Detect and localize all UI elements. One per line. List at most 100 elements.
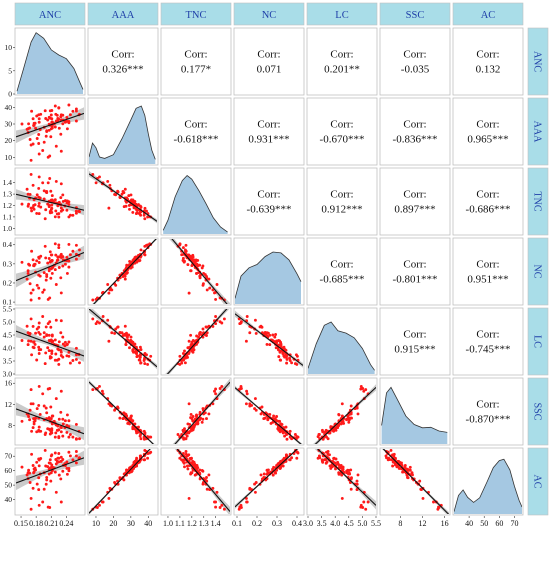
scatter-point	[265, 342, 269, 346]
scatter-point	[254, 408, 258, 412]
scatter-point	[59, 350, 63, 354]
scatter-point	[214, 387, 218, 391]
panel-ac-nc	[233, 447, 305, 516]
scatter-point	[65, 271, 69, 275]
scatter-point	[139, 248, 143, 252]
scatter-point	[37, 261, 41, 264]
scatter-point	[74, 257, 78, 261]
scatter-point	[41, 315, 45, 318]
scatter-point	[67, 419, 71, 423]
scatter-point	[37, 345, 41, 349]
scatter-point	[44, 117, 48, 120]
scatter-point	[29, 298, 33, 302]
scatter-point	[74, 461, 78, 465]
scatter-point	[98, 321, 101, 325]
scatter-point	[127, 194, 131, 198]
scatter-point	[122, 205, 126, 209]
scatter-point	[178, 242, 182, 246]
scatter-point	[57, 473, 61, 477]
scatter-point	[187, 253, 191, 257]
scatter-point	[202, 271, 206, 275]
scatter-point	[191, 415, 195, 418]
scatter-point	[74, 107, 78, 111]
scatter-point	[42, 140, 46, 144]
corr-value: -0.801***	[393, 274, 438, 286]
panel-tnc-tnc	[160, 167, 232, 236]
scatter-point	[384, 454, 388, 458]
x-tick-label-nc: 0.1	[232, 519, 242, 528]
scatter-point	[53, 104, 57, 108]
scatter-point	[238, 387, 242, 391]
x-tick-label-ac: 50	[480, 519, 488, 528]
scatter-point	[143, 253, 147, 257]
scatter-point	[30, 209, 34, 213]
scatter-point	[295, 456, 299, 460]
scatter-point	[43, 244, 47, 248]
scatter-point	[50, 422, 54, 426]
col-header-label-nc: NC	[262, 10, 277, 21]
scatter-point	[29, 507, 33, 511]
scatter-point	[331, 428, 335, 432]
row-header-aaa	[527, 97, 549, 166]
scatter-point	[277, 355, 281, 359]
scatter-point	[37, 195, 41, 199]
row-header-label-anc: ANC	[532, 51, 543, 72]
corr-label: Corr:	[111, 49, 134, 61]
scatter-point	[121, 190, 125, 193]
scatter-point	[74, 109, 78, 113]
scatter-point	[220, 503, 224, 507]
scatter-point	[25, 187, 29, 191]
x-tick-label-anc: 0.15	[14, 519, 28, 528]
scatter-point	[213, 291, 216, 295]
scatter-point	[34, 331, 38, 335]
scatter-point	[187, 352, 191, 355]
scatter-point	[61, 122, 65, 126]
scatter-point	[128, 207, 131, 211]
scatter-point	[53, 435, 57, 439]
scatter-point	[188, 345, 192, 349]
density-line-lc	[308, 321, 375, 371]
scatter-point	[57, 428, 61, 432]
scatter-point	[54, 458, 58, 461]
scatter-point	[42, 404, 46, 408]
scatter-point	[269, 421, 273, 425]
scatter-point	[265, 468, 269, 472]
scatter-point	[65, 413, 69, 417]
y-tick-label-tnc: 1.3	[3, 190, 13, 199]
scatter-point	[186, 467, 190, 471]
scatter-point	[50, 253, 54, 257]
regression-line	[16, 112, 84, 138]
x-tick-label-nc: 0.4	[292, 519, 302, 528]
scatter-point	[27, 122, 31, 126]
scatter-point	[68, 253, 72, 257]
scatter-point	[187, 291, 191, 295]
scatter-point	[65, 466, 69, 470]
scatter-point	[191, 348, 195, 352]
scatter-point	[67, 340, 71, 344]
scatter-point	[63, 419, 67, 423]
row-header-nc	[527, 237, 549, 306]
scatter-point	[30, 249, 34, 253]
panel-tnc-ac: Corr: -0.686***	[452, 167, 524, 236]
scatter-point	[91, 317, 95, 321]
scatter-point	[263, 330, 267, 334]
scatter-point	[37, 348, 41, 352]
scatter-point	[101, 315, 105, 318]
scatter-point	[213, 389, 216, 393]
scatter-point	[33, 466, 37, 470]
panel-nc-tnc	[160, 237, 232, 306]
scatter-point	[273, 340, 277, 344]
y-tick-label-ssc: 8	[8, 421, 12, 430]
scatter-point	[29, 317, 33, 321]
scatter-point	[191, 255, 195, 259]
scatter-point	[37, 464, 41, 468]
corr-value: -0.670***	[320, 134, 365, 146]
corr-label: Corr:	[403, 329, 426, 341]
regression-line	[89, 309, 157, 368]
scatter-point	[205, 476, 208, 479]
scatter-point	[67, 466, 71, 470]
scatter-point	[37, 321, 41, 325]
scatter-point	[254, 331, 258, 335]
scatter-point	[340, 402, 344, 406]
panel-anc-nc: Corr: 0.071	[233, 27, 305, 96]
